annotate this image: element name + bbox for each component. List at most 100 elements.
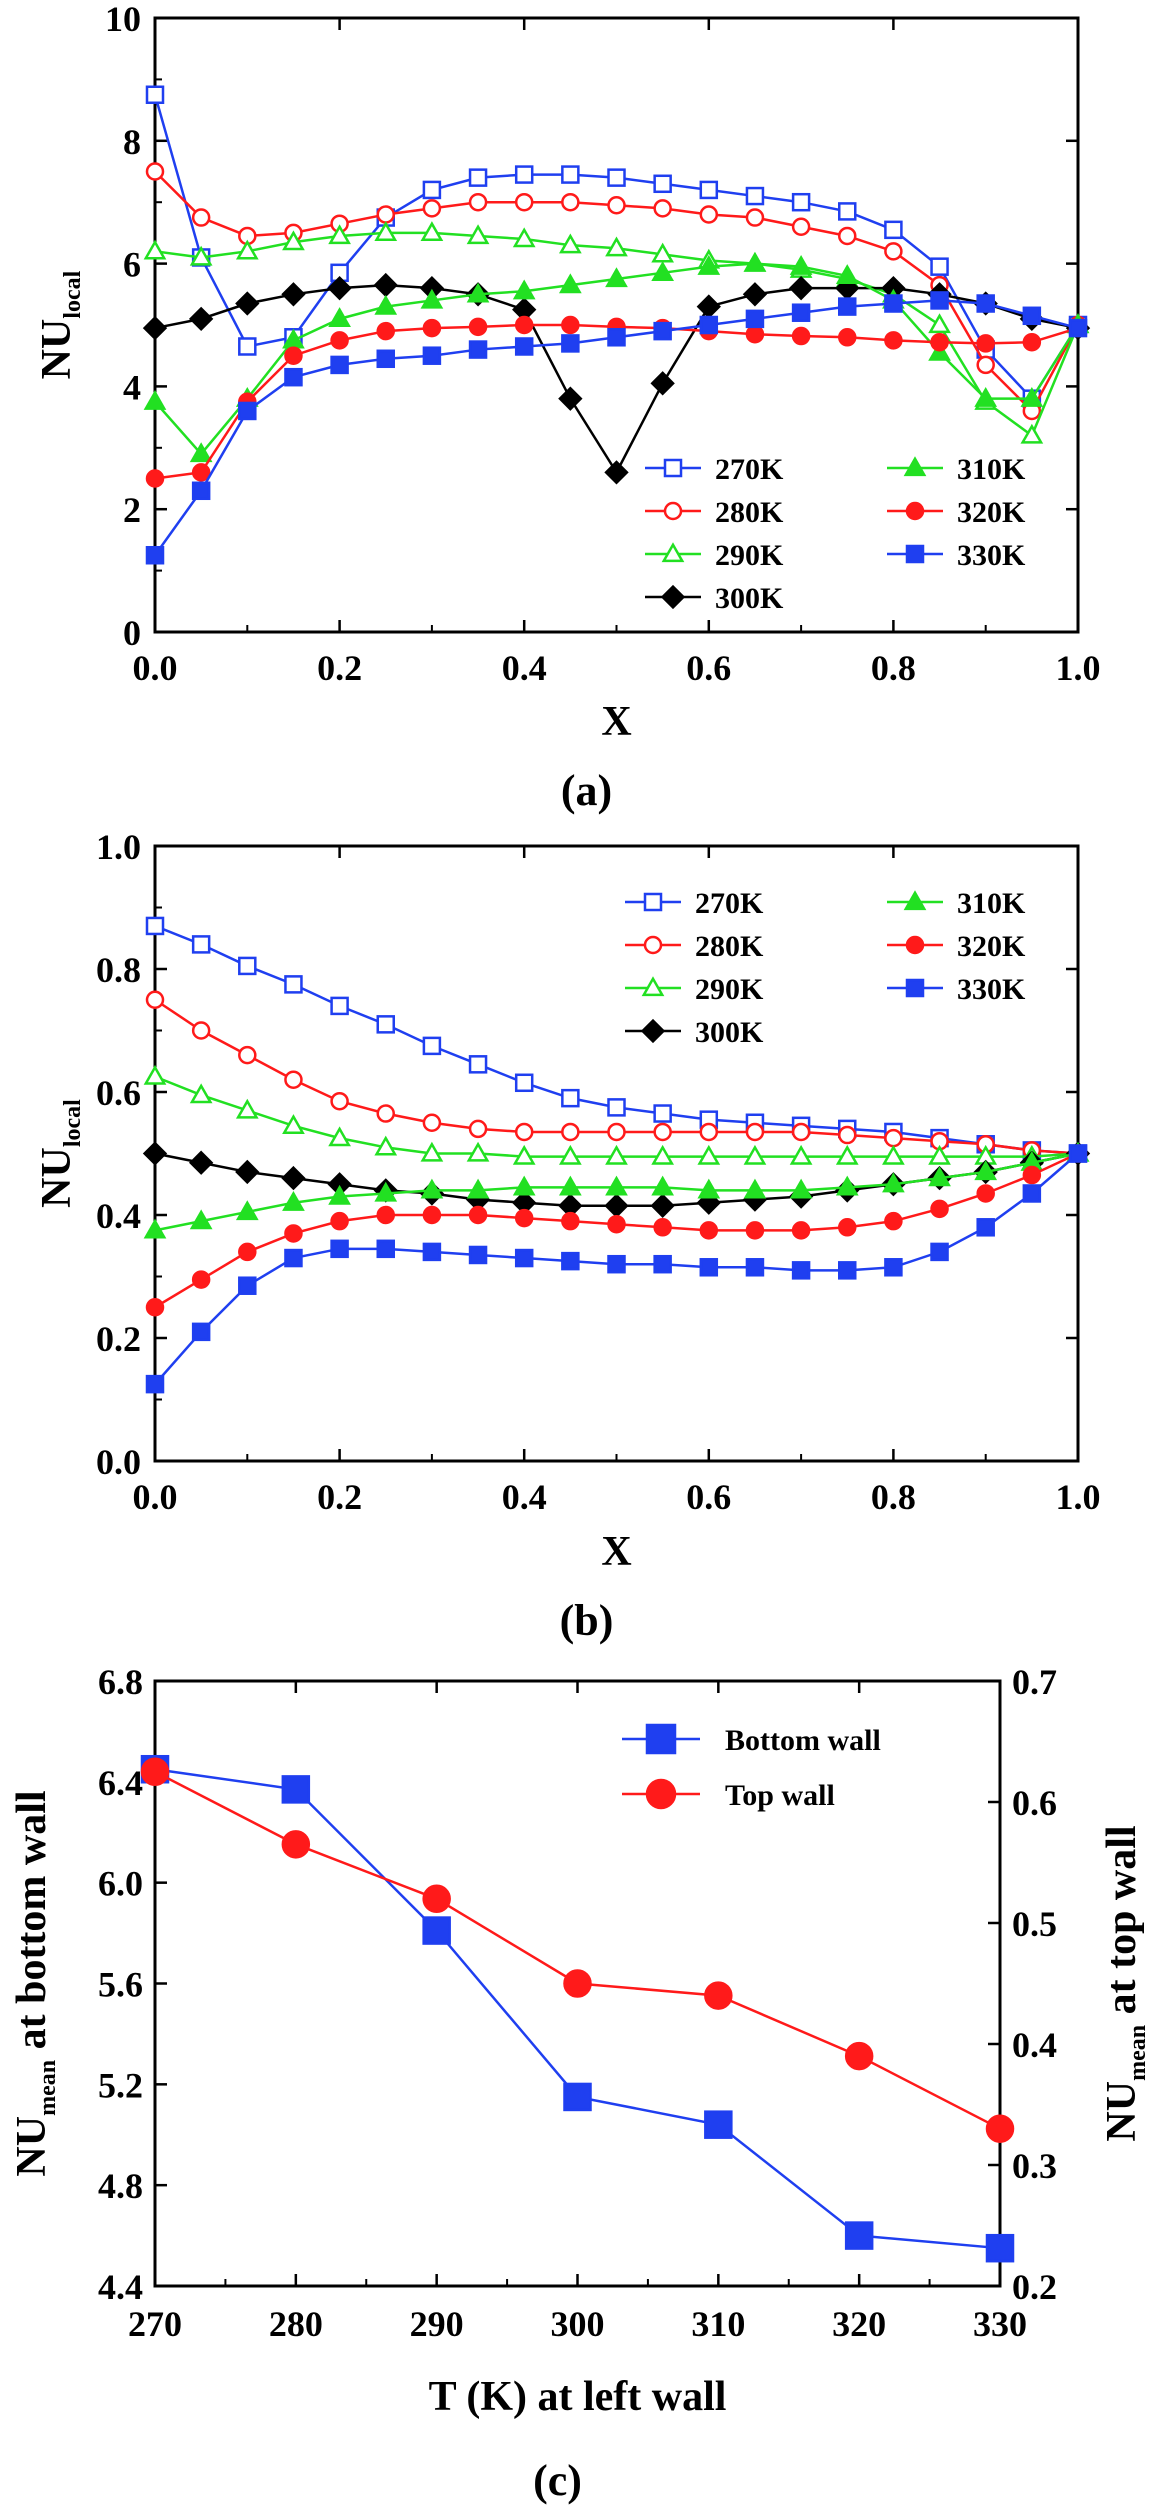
x-tick-label: 0.8 bbox=[871, 648, 916, 688]
data-point bbox=[838, 328, 857, 347]
legend-marker bbox=[903, 890, 927, 911]
data-point bbox=[468, 168, 488, 187]
data-point bbox=[976, 334, 995, 353]
data-point bbox=[330, 996, 349, 1016]
legend-label: 310K bbox=[957, 453, 1026, 486]
data-point bbox=[466, 1141, 490, 1162]
data-point bbox=[699, 1258, 719, 1277]
data-point bbox=[238, 401, 257, 421]
data-point bbox=[930, 291, 949, 310]
data-point bbox=[976, 1218, 995, 1237]
data-point bbox=[704, 2110, 733, 2139]
data-point bbox=[789, 1178, 813, 1199]
legend-label: 320K bbox=[957, 496, 1026, 529]
data-point bbox=[563, 1969, 592, 1998]
series-310K bbox=[143, 1141, 1090, 1239]
data-point bbox=[653, 1122, 672, 1142]
y-tick-label: 0.4 bbox=[96, 1196, 141, 1236]
data-point bbox=[376, 1239, 395, 1259]
data-point bbox=[743, 251, 767, 272]
data-point bbox=[420, 288, 444, 309]
legend-marker bbox=[660, 584, 686, 610]
data-point bbox=[558, 233, 582, 254]
data-point bbox=[422, 1884, 451, 1914]
legend-marker bbox=[905, 544, 925, 564]
data-point bbox=[420, 1178, 444, 1199]
y-tick-label: 0.8 bbox=[96, 950, 141, 990]
y-right-tick-label: 0.5 bbox=[1012, 1904, 1057, 1944]
data-point bbox=[143, 1218, 167, 1239]
y-tick-label: 0.6 bbox=[96, 1073, 141, 1113]
legend-label: 270K bbox=[695, 887, 764, 920]
data-point bbox=[704, 1981, 733, 2010]
y-axis-label: NUlocal bbox=[34, 270, 86, 379]
data-point bbox=[284, 346, 303, 365]
data-point bbox=[697, 1144, 721, 1165]
data-point bbox=[561, 315, 580, 335]
data-point bbox=[605, 1175, 628, 1196]
x-tick-label: 300 bbox=[551, 2304, 605, 2344]
data-point bbox=[974, 386, 998, 407]
data-point bbox=[838, 202, 857, 221]
data-point bbox=[653, 174, 672, 194]
x-tick-label: 0.6 bbox=[686, 648, 731, 688]
data-point bbox=[789, 254, 813, 275]
data-point bbox=[284, 975, 303, 994]
data-point bbox=[835, 264, 859, 285]
data-point bbox=[145, 85, 165, 104]
legend-marker bbox=[645, 1723, 677, 1755]
data-point bbox=[561, 334, 580, 353]
data-point bbox=[558, 273, 582, 294]
y-tick-label: 6 bbox=[123, 245, 141, 285]
data-point bbox=[882, 1172, 905, 1193]
x-tick-label: 0.2 bbox=[317, 1477, 362, 1517]
legend-label: 330K bbox=[957, 539, 1026, 572]
legend-label: 270K bbox=[715, 453, 784, 486]
x-tick-label: 1.0 bbox=[1056, 648, 1101, 688]
data-point bbox=[985, 2233, 1015, 2263]
data-point bbox=[884, 242, 903, 261]
data-point bbox=[514, 1122, 534, 1142]
data-point bbox=[189, 442, 213, 463]
y-tick-label: 1.0 bbox=[96, 827, 141, 867]
data-point bbox=[838, 297, 857, 316]
legend-label: 300K bbox=[715, 582, 784, 615]
data-point bbox=[514, 315, 534, 335]
data-point bbox=[142, 1141, 168, 1166]
data-point bbox=[605, 236, 628, 257]
data-point bbox=[422, 318, 442, 338]
data-point bbox=[145, 1374, 165, 1394]
data-point bbox=[466, 1178, 490, 1199]
x-tick-label: 0.4 bbox=[502, 648, 547, 688]
x-tick-label: 290 bbox=[410, 2304, 464, 2344]
x-tick-label: 320 bbox=[832, 2304, 886, 2344]
y-tick-label: 2 bbox=[123, 490, 141, 530]
data-point bbox=[512, 1144, 536, 1165]
y-left-tick-label: 6.8 bbox=[98, 1662, 143, 1702]
data-point bbox=[745, 186, 765, 206]
data-point bbox=[145, 162, 165, 181]
data-point bbox=[558, 1175, 582, 1196]
data-point bbox=[514, 165, 534, 184]
series-300K bbox=[142, 1141, 1091, 1218]
data-point bbox=[468, 1205, 488, 1225]
series-310K bbox=[143, 251, 1090, 463]
data-point bbox=[468, 192, 488, 212]
y-left-tick-label: 4.8 bbox=[98, 2166, 143, 2206]
data-point bbox=[699, 1221, 719, 1240]
data-point bbox=[1068, 1144, 1088, 1163]
data-point bbox=[238, 1045, 257, 1065]
data-point bbox=[374, 1181, 398, 1202]
y-right-tick-label: 0.6 bbox=[1012, 1783, 1057, 1823]
x-tick-label: 280 bbox=[269, 2304, 323, 2344]
legend-label: Top wall bbox=[725, 1779, 835, 1812]
data-point bbox=[743, 1144, 767, 1165]
data-point bbox=[235, 1098, 259, 1119]
legend: 270K 280K 290K 300K 310K 320K 330K bbox=[645, 453, 1026, 615]
data-point bbox=[928, 340, 951, 361]
x-tick-label: 1.0 bbox=[1056, 1477, 1101, 1517]
data-point bbox=[653, 321, 672, 341]
data-point bbox=[145, 916, 165, 936]
data-point bbox=[376, 321, 395, 341]
data-point bbox=[422, 1036, 442, 1056]
